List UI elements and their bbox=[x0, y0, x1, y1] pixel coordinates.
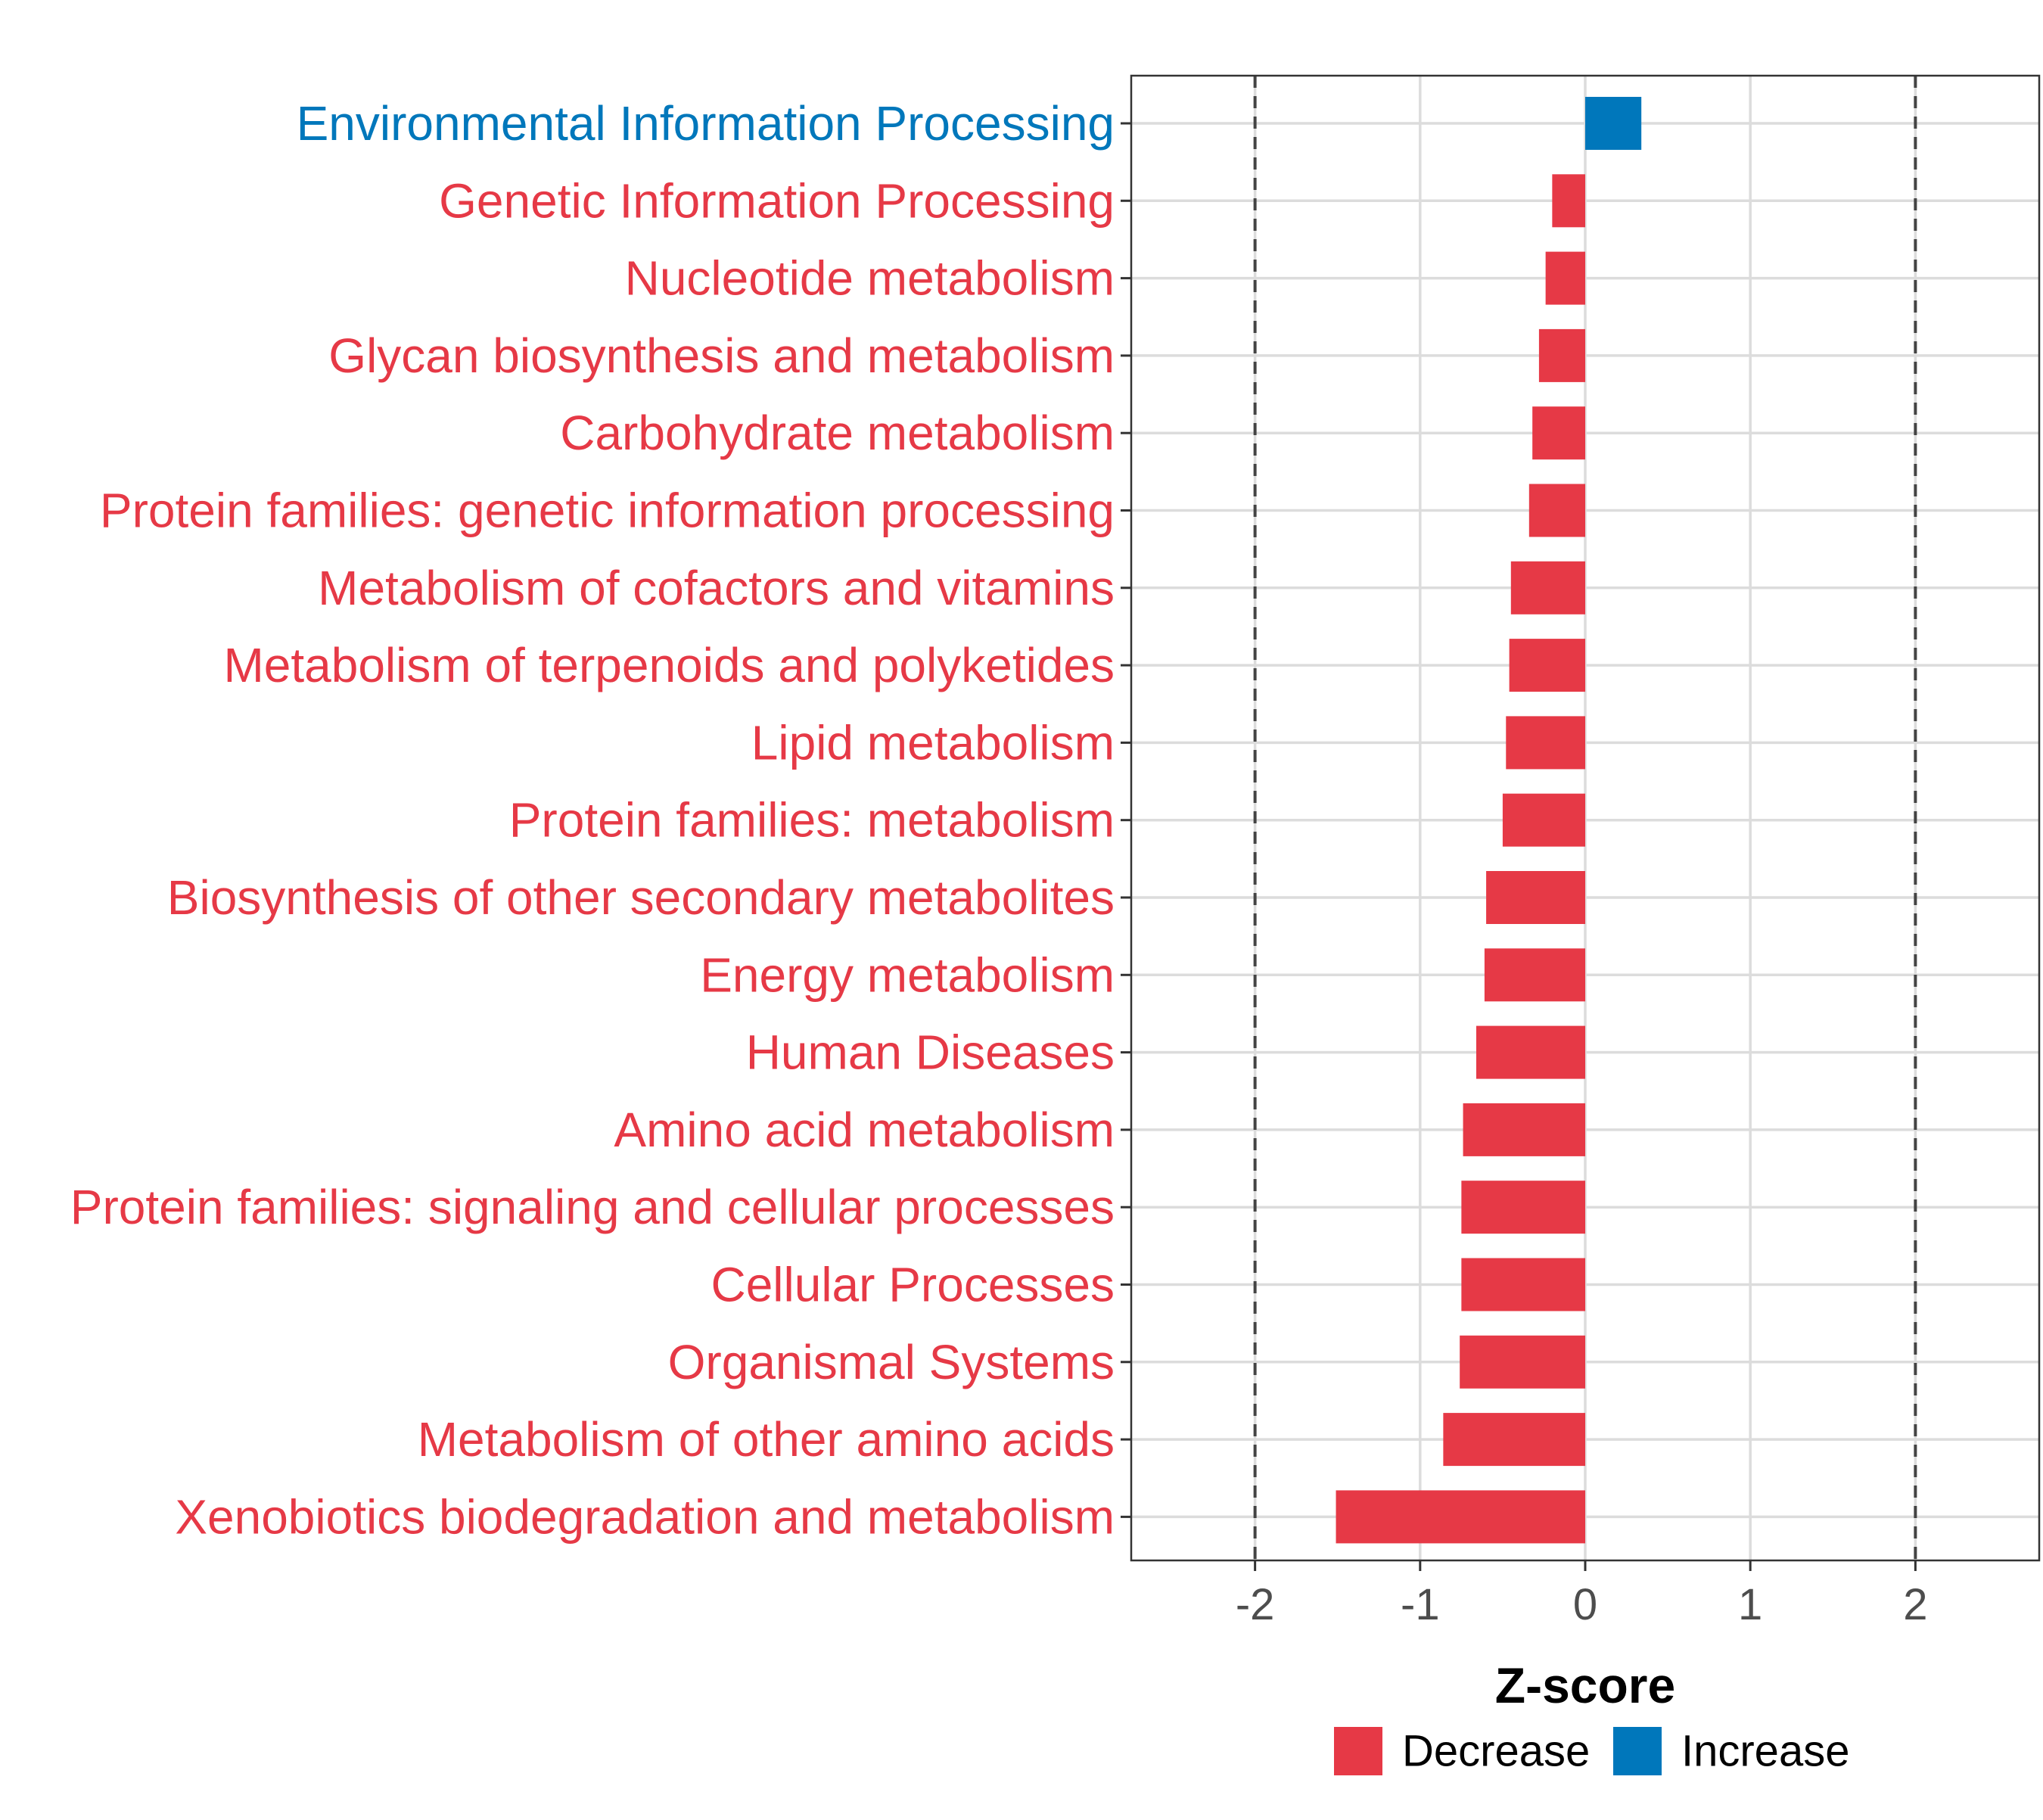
bar-14 bbox=[1461, 1181, 1585, 1234]
category-label-7: Metabolism of terpenoids and polyketides bbox=[223, 638, 1115, 692]
category-label-12: Human Diseases bbox=[746, 1025, 1115, 1080]
bar-13 bbox=[1463, 1103, 1585, 1156]
bar-15 bbox=[1461, 1258, 1585, 1311]
category-label-9: Protein families: metabolism bbox=[509, 793, 1115, 848]
category-label-4: Carbohydrate metabolism bbox=[560, 406, 1115, 460]
x-tick-label-3: 1 bbox=[1738, 1580, 1762, 1629]
category-label-16: Organismal Systems bbox=[668, 1335, 1115, 1389]
x-tick-labels: -2 -1 0 1 2 bbox=[1236, 1580, 1928, 1629]
category-label-2: Nucleotide metabolism bbox=[625, 251, 1115, 306]
category-labels: Environmental Information Processing Gene… bbox=[70, 96, 1115, 1544]
bar-0 bbox=[1585, 97, 1642, 150]
legend-label-increase: Increase bbox=[1681, 1727, 1849, 1776]
legend: Decrease Increase bbox=[1334, 1727, 1849, 1776]
category-label-17: Metabolism of other amino acids bbox=[418, 1412, 1115, 1467]
category-label-6: Metabolism of cofactors and vitamins bbox=[318, 561, 1115, 615]
category-label-0: Environmental Information Processing bbox=[297, 96, 1115, 151]
bar-10 bbox=[1486, 871, 1585, 924]
bar-2 bbox=[1545, 251, 1585, 305]
bar-17 bbox=[1443, 1413, 1585, 1467]
bar-9 bbox=[1502, 793, 1585, 847]
category-label-15: Cellular Processes bbox=[711, 1258, 1115, 1312]
category-label-3: Glycan biosynthesis and metabolism bbox=[328, 328, 1115, 383]
axis-ticks bbox=[1121, 122, 1917, 1571]
bar-8 bbox=[1506, 716, 1585, 770]
x-tick-label-4: 2 bbox=[1903, 1580, 1927, 1629]
reference-lines bbox=[1253, 76, 1917, 1560]
bar-4 bbox=[1532, 406, 1585, 460]
category-label-13: Amino acid metabolism bbox=[614, 1103, 1115, 1157]
legend-label-decrease: Decrease bbox=[1402, 1727, 1590, 1776]
legend-key-decrease bbox=[1334, 1727, 1382, 1775]
category-label-10: Biosynthesis of other secondary metaboli… bbox=[167, 870, 1115, 925]
bar-12 bbox=[1476, 1025, 1585, 1079]
bars bbox=[1336, 97, 1642, 1544]
bar-6 bbox=[1510, 561, 1585, 614]
bar-16 bbox=[1460, 1335, 1585, 1389]
bar-3 bbox=[1538, 328, 1585, 382]
bar-5 bbox=[1528, 484, 1585, 537]
bar-7 bbox=[1509, 639, 1585, 692]
x-tick-label-0: -2 bbox=[1236, 1580, 1275, 1629]
legend-key-increase bbox=[1613, 1727, 1662, 1775]
bar-1 bbox=[1552, 174, 1585, 228]
x-axis-title: Z-score bbox=[1495, 1657, 1675, 1713]
category-label-5: Protein families: genetic information pr… bbox=[100, 484, 1115, 538]
category-label-18: Xenobiotics biodegradation and metabolis… bbox=[175, 1489, 1115, 1544]
bar-11 bbox=[1484, 948, 1585, 1002]
category-label-1: Genetic Information Processing bbox=[439, 173, 1115, 228]
category-label-8: Lipid metabolism bbox=[751, 715, 1115, 770]
category-label-14: Protein families: signaling and cellular… bbox=[70, 1180, 1115, 1234]
category-label-11: Energy metabolism bbox=[700, 947, 1115, 1002]
x-tick-label-1: -1 bbox=[1401, 1580, 1440, 1629]
x-tick-label-2: 0 bbox=[1573, 1580, 1597, 1629]
bar-18 bbox=[1336, 1490, 1585, 1544]
